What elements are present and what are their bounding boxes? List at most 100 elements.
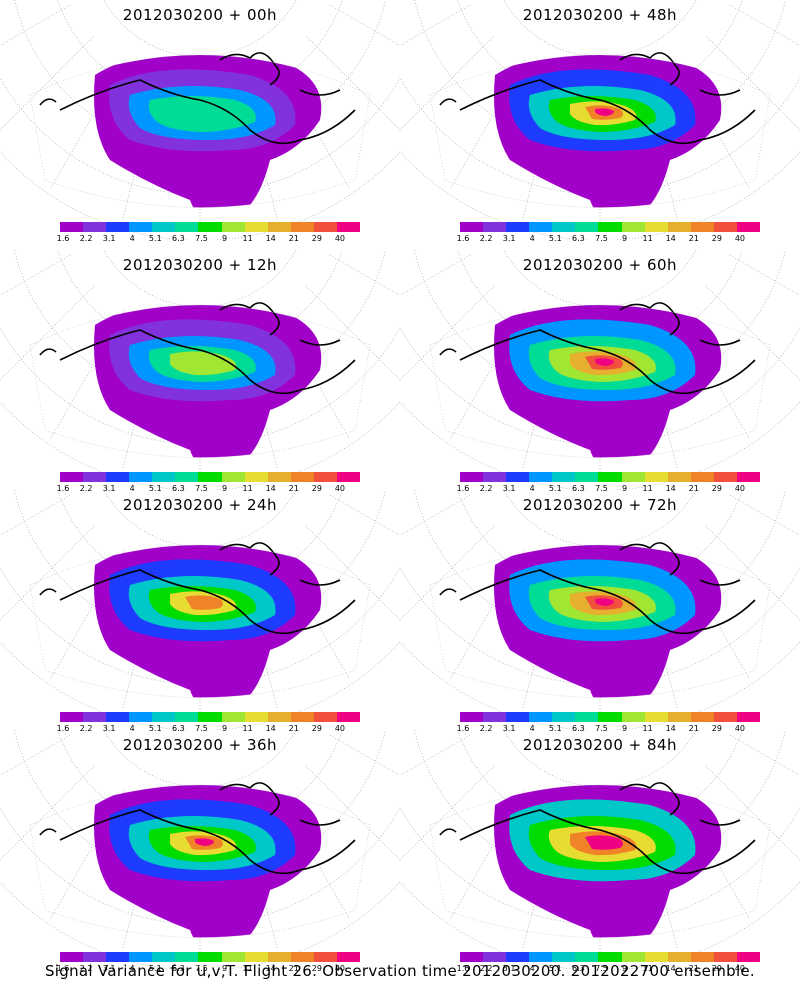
colorbar-swatch	[244, 472, 268, 482]
colorbar-tick-label: 9	[621, 724, 628, 733]
colorbar	[60, 472, 361, 482]
colorbar-swatch	[290, 222, 314, 232]
colorbar-tick-label: 21	[288, 964, 299, 973]
colorbar-swatch	[198, 222, 222, 232]
colorbar-swatch	[552, 712, 576, 722]
colorbar-tick-label: 11	[242, 964, 253, 973]
colorbar	[460, 952, 761, 962]
colorbar-tick-label: 2.2	[79, 234, 93, 243]
colorbar-labels: 1.6 2.2 3.1 4 5.1 6.3 7.5 9 11 14 21 29 40	[457, 484, 760, 494]
colorbar-tick-label: 40	[734, 724, 746, 733]
colorbar-swatch	[483, 222, 507, 232]
coastlines	[39, 302, 356, 395]
colorbar-tick-label: 21	[288, 724, 299, 733]
colorbar-tick-label: 29	[311, 484, 322, 493]
colorbar-tick-label: 11	[242, 234, 253, 243]
colorbar-tick-label: 2.2	[479, 724, 493, 733]
colorbar-tick-label: 4	[129, 484, 135, 493]
colorbar-swatch	[460, 712, 484, 722]
polar-map	[400, 490, 800, 730]
colorbar-tick-label: 11	[642, 724, 653, 733]
map-panel: 2012030200 + 60h 1.6 2.2 3.1 4 5.1 6.3 7.5 9 11 14…	[400, 250, 800, 493]
polar-map	[0, 0, 400, 240]
polar-map	[0, 490, 400, 730]
colorbar-tick-label: 9	[621, 234, 628, 243]
colorbar-swatch	[198, 472, 222, 482]
colorbar-tick-label: 6.3	[572, 234, 585, 243]
colorbar-swatch	[244, 712, 268, 722]
colorbar-tick-label: 9	[221, 484, 228, 493]
colorbar-swatch	[267, 712, 291, 722]
colorbar-swatch	[575, 472, 599, 482]
colorbar-tick-label: 3.1	[502, 484, 516, 493]
map-panel: 2012030200 + 24h 1.6 2.2 3.1 4 5.1 6.3 7.5 9 11 14…	[0, 490, 400, 733]
colorbar-tick-label: 7.5	[195, 234, 208, 243]
figure-caption: Signal Variance for u,v,T. Flight 26. Ob…	[44, 962, 756, 980]
colorbar-swatch	[244, 952, 268, 962]
colorbar-tick-label: 2.2	[479, 484, 493, 493]
colorbar-tick-label: 29	[311, 964, 322, 973]
colorbar-swatch	[460, 222, 484, 232]
colorbar-tick-label: 9	[221, 964, 228, 973]
panel-title: 2012030200 + 48h	[522, 6, 678, 24]
variance-field	[494, 305, 722, 458]
colorbar-tick-label: 11	[242, 724, 253, 733]
colorbar-swatch	[713, 712, 737, 722]
coastlines	[439, 302, 756, 395]
colorbar-tick-label: 40	[734, 964, 746, 973]
colorbar-swatch	[106, 472, 130, 482]
colorbar-swatch	[152, 472, 176, 482]
colorbar-tick-label: 6.3	[572, 964, 585, 973]
colorbar-tick-label: 4	[529, 484, 535, 493]
colorbar-tick-label: 1.6	[56, 964, 70, 973]
colorbar-tick-label: 14	[665, 234, 676, 243]
colorbar-tick-label: 5.1	[548, 484, 562, 493]
colorbar-tick-label: 21	[688, 724, 699, 733]
colorbar	[460, 222, 761, 232]
colorbar-tick-label: 2.2	[479, 234, 493, 243]
colorbar-tick-label: 14	[265, 484, 276, 493]
polar-map	[400, 250, 800, 490]
colorbar-tick-label: 6.3	[572, 724, 585, 733]
colorbar-swatch	[106, 952, 130, 962]
colorbar-tick-label: 40	[334, 964, 346, 973]
colorbar-tick-label: 14	[665, 484, 676, 493]
colorbar-swatch	[736, 952, 761, 962]
colorbar-tick-label: 1.6	[456, 724, 470, 733]
colorbar-tick-label: 7.5	[595, 724, 608, 733]
colorbar-swatch	[575, 222, 599, 232]
panel-title: 2012030200 + 84h	[522, 736, 678, 754]
colorbar-swatch	[529, 712, 553, 722]
colorbar-tick-label: 9	[621, 484, 628, 493]
colorbar-tick-label: 5.1	[148, 484, 162, 493]
colorbar-tick-label: 6.3	[172, 964, 185, 973]
colorbar-swatch	[529, 952, 553, 962]
colorbar-tick-label: 29	[711, 484, 722, 493]
colorbar-swatch	[483, 952, 507, 962]
polar-map	[0, 730, 400, 970]
colorbar-swatch	[621, 952, 645, 962]
colorbar-tick-label: 40	[334, 234, 346, 243]
colorbar-tick-label: 2.2	[79, 484, 93, 493]
colorbar-tick-label: 4	[129, 724, 135, 733]
colorbar-swatch	[644, 952, 668, 962]
colorbar-labels: 1.6 2.2 3.1 4 5.1 6.3 7.5 9 11 14 21 29 40	[56, 964, 360, 974]
colorbar-labels: 1.6 2.2 3.1 4 5.1 6.3 7.5 9 11 14 21 29 40	[57, 234, 360, 244]
colorbar-swatch	[460, 472, 484, 482]
colorbar-swatch	[598, 222, 622, 232]
panel-title: 2012030200 + 24h	[122, 496, 278, 514]
colorbar-tick-label: 6.3	[172, 724, 185, 733]
colorbar-swatch	[529, 222, 553, 232]
colorbar-swatch	[290, 712, 314, 722]
colorbar-tick-label: 5.1	[548, 234, 562, 243]
colorbar-tick-label: 7.5	[595, 234, 608, 243]
colorbar-tick-label: 4	[529, 234, 535, 243]
polar-map	[0, 250, 400, 490]
coastlines	[439, 782, 756, 875]
colorbar-swatch	[336, 472, 361, 482]
colorbar-swatch	[152, 222, 176, 232]
coastlines	[39, 52, 356, 145]
colorbar-swatch	[198, 952, 222, 962]
colorbar-swatch	[575, 952, 599, 962]
colorbar-tick-label: 5.1	[148, 964, 162, 973]
